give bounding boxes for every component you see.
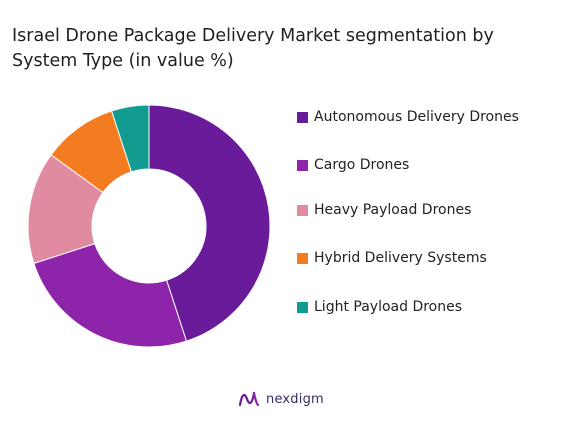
legend-swatch: [297, 301, 308, 313]
legend-label: Cargo Drones: [314, 157, 410, 173]
brand-logo: nexdigm: [238, 389, 324, 409]
legend-swatch: [297, 204, 308, 216]
legend-swatch: [297, 159, 308, 171]
legend-item: Cargo Drones: [297, 155, 409, 175]
legend-swatch: [297, 252, 308, 264]
donut-slices: [27, 104, 271, 348]
donut-slice-autonomous-delivery-drones: [148, 104, 271, 342]
chart-title-line-1: Israel Drone Package Delivery Market seg…: [12, 26, 494, 46]
legend-label: Light Payload Drones: [314, 299, 463, 315]
donut-slice-cargo-drones: [33, 242, 188, 348]
nexdigm-logo-icon: [238, 391, 260, 407]
legend-label: Heavy Payload Drones: [314, 202, 472, 218]
donut-slice-light-payload-drones: [110, 104, 150, 173]
legend-label: Hybrid Delivery Systems: [314, 250, 487, 266]
legend-item: Autonomous Delivery Drones: [297, 107, 519, 127]
legend-item: Heavy Payload Drones: [297, 200, 471, 220]
chart-title: Israel Drone Package Delivery Market seg…: [12, 24, 557, 74]
legend-item: Light Payload Drones: [297, 297, 462, 317]
legend-item: Hybrid Delivery Systems: [297, 248, 487, 268]
legend-label: Autonomous Delivery Drones: [314, 109, 519, 125]
brand-name: nexdigm: [266, 391, 324, 407]
legend-swatch: [297, 111, 308, 123]
chart-title-line-2: System Type (in value %): [12, 51, 234, 71]
